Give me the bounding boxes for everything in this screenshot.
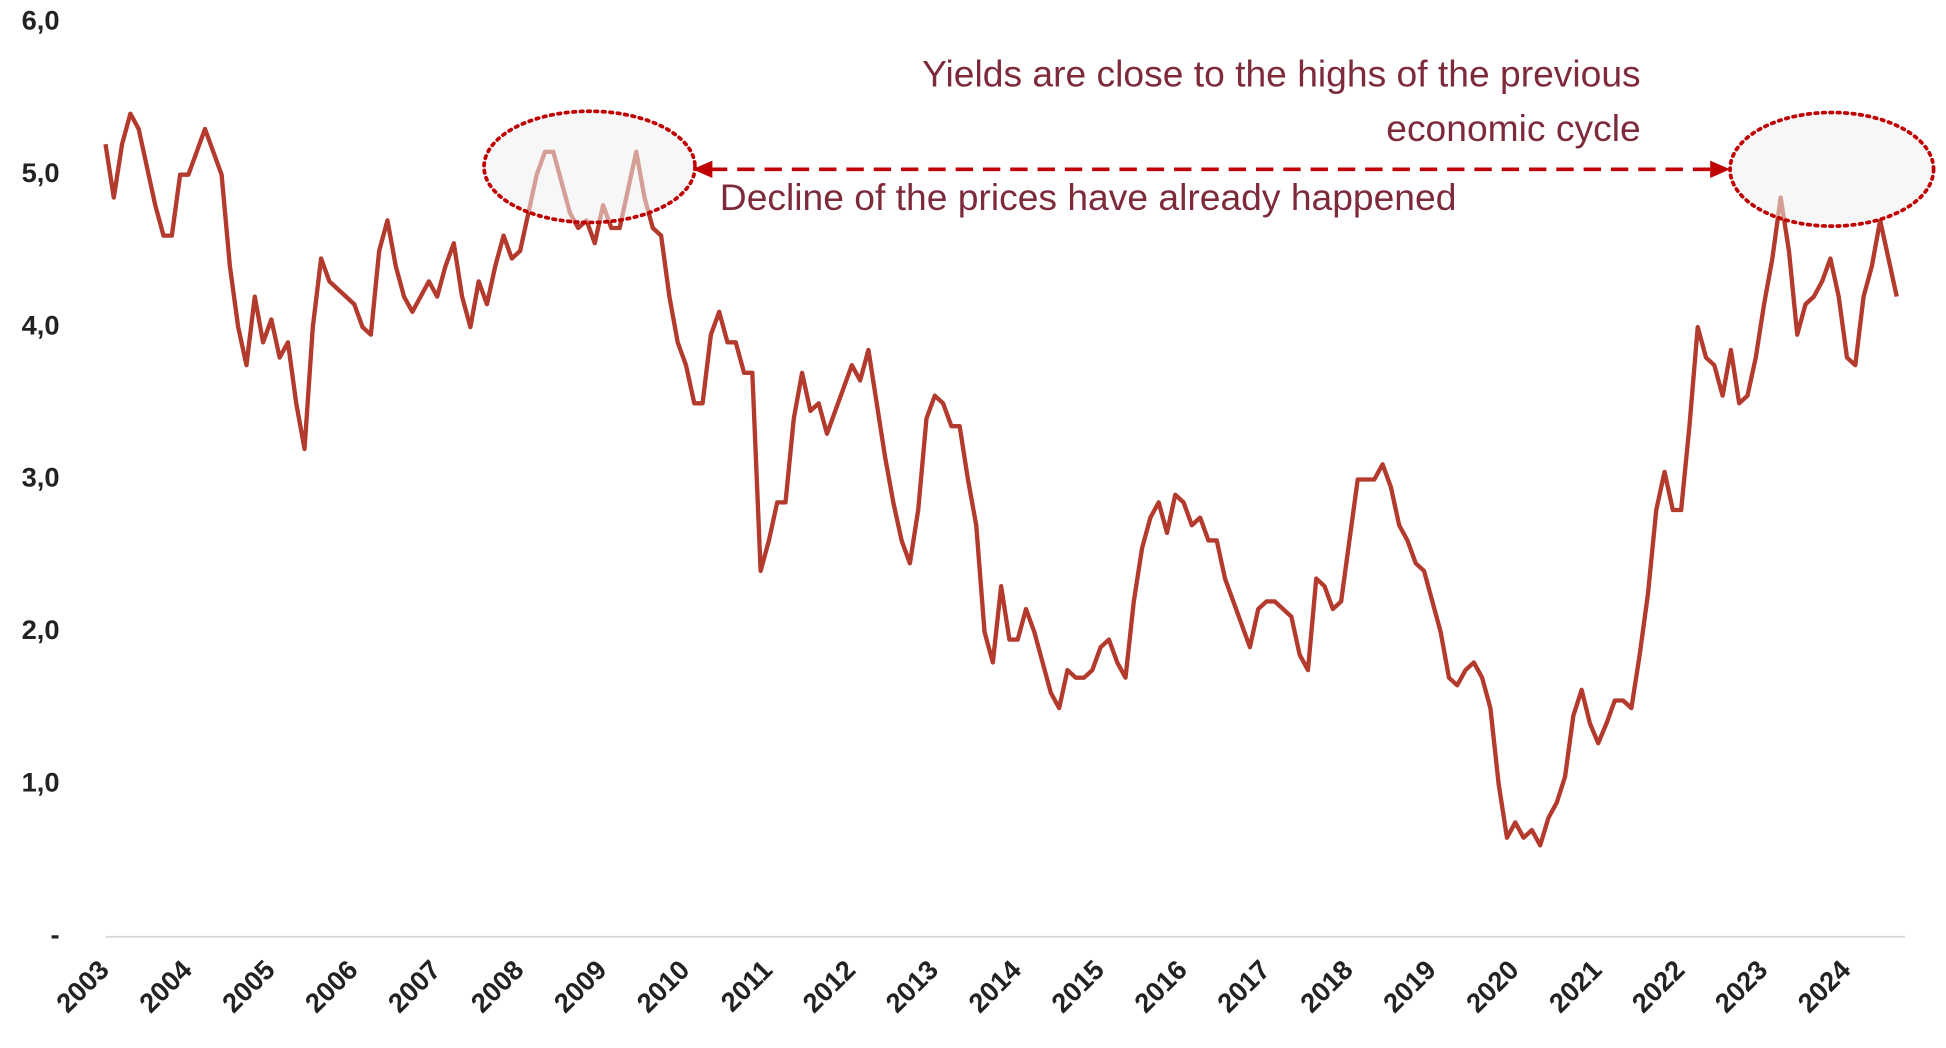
x-tick-label: 2008	[465, 954, 530, 1019]
y-tick-label: 5,0	[22, 157, 60, 188]
x-tick-label: 2003	[50, 954, 115, 1019]
y-tick-label: 1,0	[22, 767, 60, 798]
y-tick-label: -	[50, 919, 59, 950]
x-tick-label: 2016	[1128, 954, 1193, 1019]
x-tick-label: 2021	[1543, 954, 1608, 1019]
x-tick-label: 2024	[1791, 954, 1856, 1019]
x-tick-label: 2012	[796, 954, 861, 1019]
x-tick-label: 2004	[133, 954, 198, 1019]
highlight-oval	[1728, 110, 1936, 229]
x-tick-label: 2017	[1211, 954, 1276, 1019]
x-tick-label: 2006	[299, 954, 364, 1019]
x-tick-label: 2009	[548, 954, 613, 1019]
x-tick-label: 2019	[1377, 954, 1442, 1019]
x-tick-label: 2022	[1626, 954, 1691, 1019]
x-tick-label: 2007	[382, 954, 447, 1019]
y-tick-label: 3,0	[22, 462, 60, 493]
y-tick-label: 2,0	[22, 614, 60, 645]
annotation: Yields are close to the highs of the pre…	[922, 52, 1641, 94]
x-tick-label: 2015	[1045, 954, 1110, 1019]
annotation: Decline of the prices have already happe…	[720, 176, 1457, 218]
x-tick-label: 2020	[1460, 954, 1525, 1019]
arrow-head	[1710, 160, 1731, 178]
highlight-oval	[482, 109, 697, 225]
x-tick-label: 2014	[962, 954, 1027, 1019]
x-tick-label: 2010	[630, 954, 695, 1019]
x-tick-label: 2013	[879, 954, 944, 1019]
x-tick-label: 2011	[714, 954, 778, 1018]
annotation: economic cycle	[1386, 107, 1640, 149]
x-tick-label: 2023	[1709, 954, 1774, 1019]
x-tick-label: 2005	[216, 954, 281, 1019]
x-tick-label: 2018	[1294, 954, 1359, 1019]
arrow-head	[692, 160, 713, 178]
y-tick-label: 6,0	[22, 4, 60, 35]
yield-line	[103, 111, 1899, 848]
y-tick-label: 4,0	[22, 309, 60, 340]
